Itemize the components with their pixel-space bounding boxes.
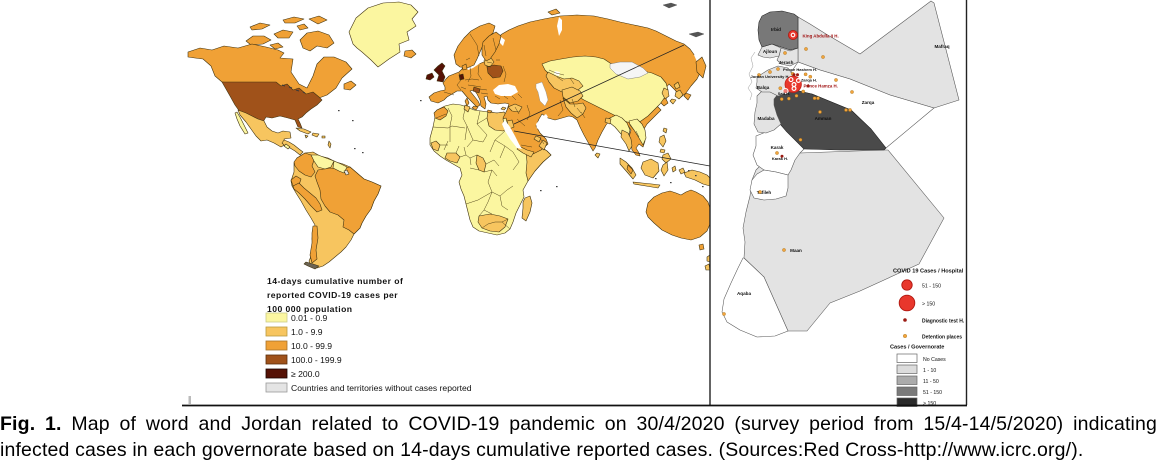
svg-text:King Abdulla II H.: King Abdulla II H. <box>803 34 839 39</box>
svg-text:Jordan University H.: Jordan University H. <box>751 74 790 79</box>
svg-text:Prince Hamza H.: Prince Hamza H. <box>804 84 838 89</box>
svg-text:Ajloun: Ajloun <box>763 49 777 54</box>
svg-text:> 150: > 150 <box>922 302 935 308</box>
svg-text:Prince Hashem H.: Prince Hashem H. <box>783 67 817 72</box>
svg-text:Cases / Governorate: Cases / Governorate <box>890 345 944 351</box>
svg-text:Irbid: Irbid <box>771 27 781 32</box>
svg-text:51 - 150: 51 - 150 <box>922 284 941 290</box>
svg-text:10.0 - 99.9: 10.0 - 99.9 <box>291 341 332 351</box>
svg-text:Maan: Maan <box>790 248 802 253</box>
svg-text:0.01 - 0.9: 0.01 - 0.9 <box>291 313 328 323</box>
svg-text:Tafileh: Tafileh <box>757 190 772 195</box>
svg-text:1 - 10: 1 - 10 <box>923 368 936 374</box>
svg-text:1.0 - 9.9: 1.0 - 9.9 <box>291 327 323 337</box>
svg-text:100.0 - 199.9: 100.0 - 199.9 <box>291 355 342 365</box>
svg-text:Amman: Amman <box>815 116 832 121</box>
svg-text:11 - 50: 11 - 50 <box>923 379 939 385</box>
svg-text:COVID 19 Cases / Hospital: COVID 19 Cases / Hospital <box>893 269 964 275</box>
svg-text:Karak H.: Karak H. <box>772 156 788 161</box>
svg-text:reported COVID-19 cases per: reported COVID-19 cases per <box>267 290 398 300</box>
svg-text:Mafraq: Mafraq <box>934 44 949 49</box>
svg-text:≥ 200.0: ≥ 200.0 <box>291 369 320 379</box>
svg-text:Karak: Karak <box>771 145 784 150</box>
svg-text:Zarqa: Zarqa <box>862 100 875 105</box>
svg-text:Detention places: Detention places <box>922 335 962 341</box>
svg-text:Diagnostic test H.: Diagnostic test H. <box>922 319 965 325</box>
svg-text:Zarqa H.: Zarqa H. <box>801 77 817 82</box>
svg-text:100 000 population: 100 000 population <box>267 304 352 314</box>
svg-text:Countries and territories with: Countries and territories without cases … <box>291 383 472 393</box>
svg-text:No Cases: No Cases <box>923 357 946 363</box>
svg-text:14-days cumulative number of: 14-days cumulative number of <box>267 276 403 286</box>
svg-text:Jerash: Jerash <box>779 60 794 65</box>
svg-text:Aqaba: Aqaba <box>737 291 751 296</box>
svg-text:Salt H.: Salt H. <box>778 91 790 96</box>
svg-text:> 150: > 150 <box>923 401 936 407</box>
svg-text:51 - 150: 51 - 150 <box>923 390 942 396</box>
svg-text:Balqa: Balqa <box>757 85 770 90</box>
svg-text:Madaba: Madaba <box>757 116 775 121</box>
